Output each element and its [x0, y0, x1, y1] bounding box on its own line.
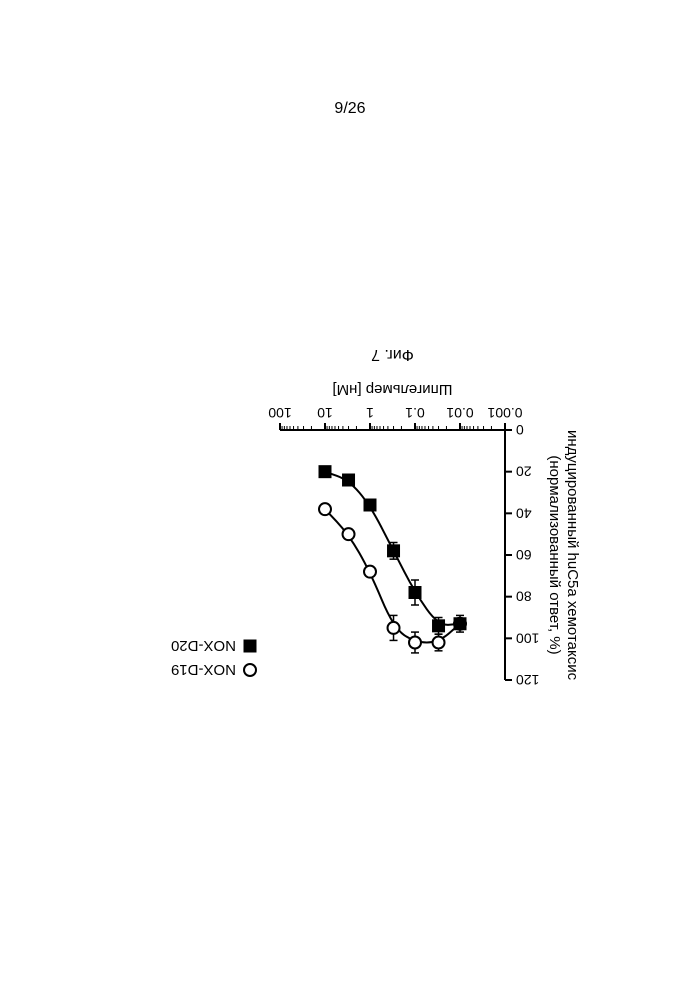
- svg-text:(нормализованный ответ, %): (нормализованный ответ, %): [546, 455, 563, 654]
- svg-text:Шпигельмер [нМ]: Шпигельмер [нМ]: [332, 381, 452, 398]
- svg-text:100: 100: [516, 630, 540, 646]
- page-number: 9/26: [0, 100, 700, 118]
- svg-text:Фиг. 7: Фиг. 7: [371, 346, 414, 363]
- svg-text:100: 100: [268, 405, 292, 421]
- svg-text:0.001: 0.001: [487, 405, 522, 421]
- page: 9/26 0.001 0.01 0.1 1 10 100 0 20 40 60 80 100 120 Шп…: [0, 0, 700, 1000]
- svg-text:20: 20: [516, 464, 532, 480]
- svg-text:120: 120: [516, 672, 540, 688]
- svg-text:1: 1: [366, 405, 374, 421]
- chemotaxis-chart: 0.001 0.01 0.1 1 10 100 0 20 40 60 80 100 120 Шпигель…: [110, 320, 590, 700]
- svg-text:10: 10: [317, 405, 333, 421]
- svg-text:0.1: 0.1: [405, 405, 425, 421]
- svg-text:NOX-D19: NOX-D19: [171, 661, 236, 678]
- svg-text:0: 0: [516, 422, 524, 438]
- svg-text:NOX-D20: NOX-D20: [171, 637, 236, 654]
- svg-text:80: 80: [516, 589, 532, 605]
- svg-text:40: 40: [516, 505, 532, 521]
- svg-text:0.01: 0.01: [446, 405, 473, 421]
- chart-rotated-container: 0.001 0.01 0.1 1 10 100 0 20 40 60 80 100 120 Шпигель…: [110, 320, 590, 700]
- svg-text:60: 60: [516, 547, 532, 563]
- svg-text:индуцированный huC5a хемотакси: индуцированный huC5a хемотаксис: [564, 430, 581, 681]
